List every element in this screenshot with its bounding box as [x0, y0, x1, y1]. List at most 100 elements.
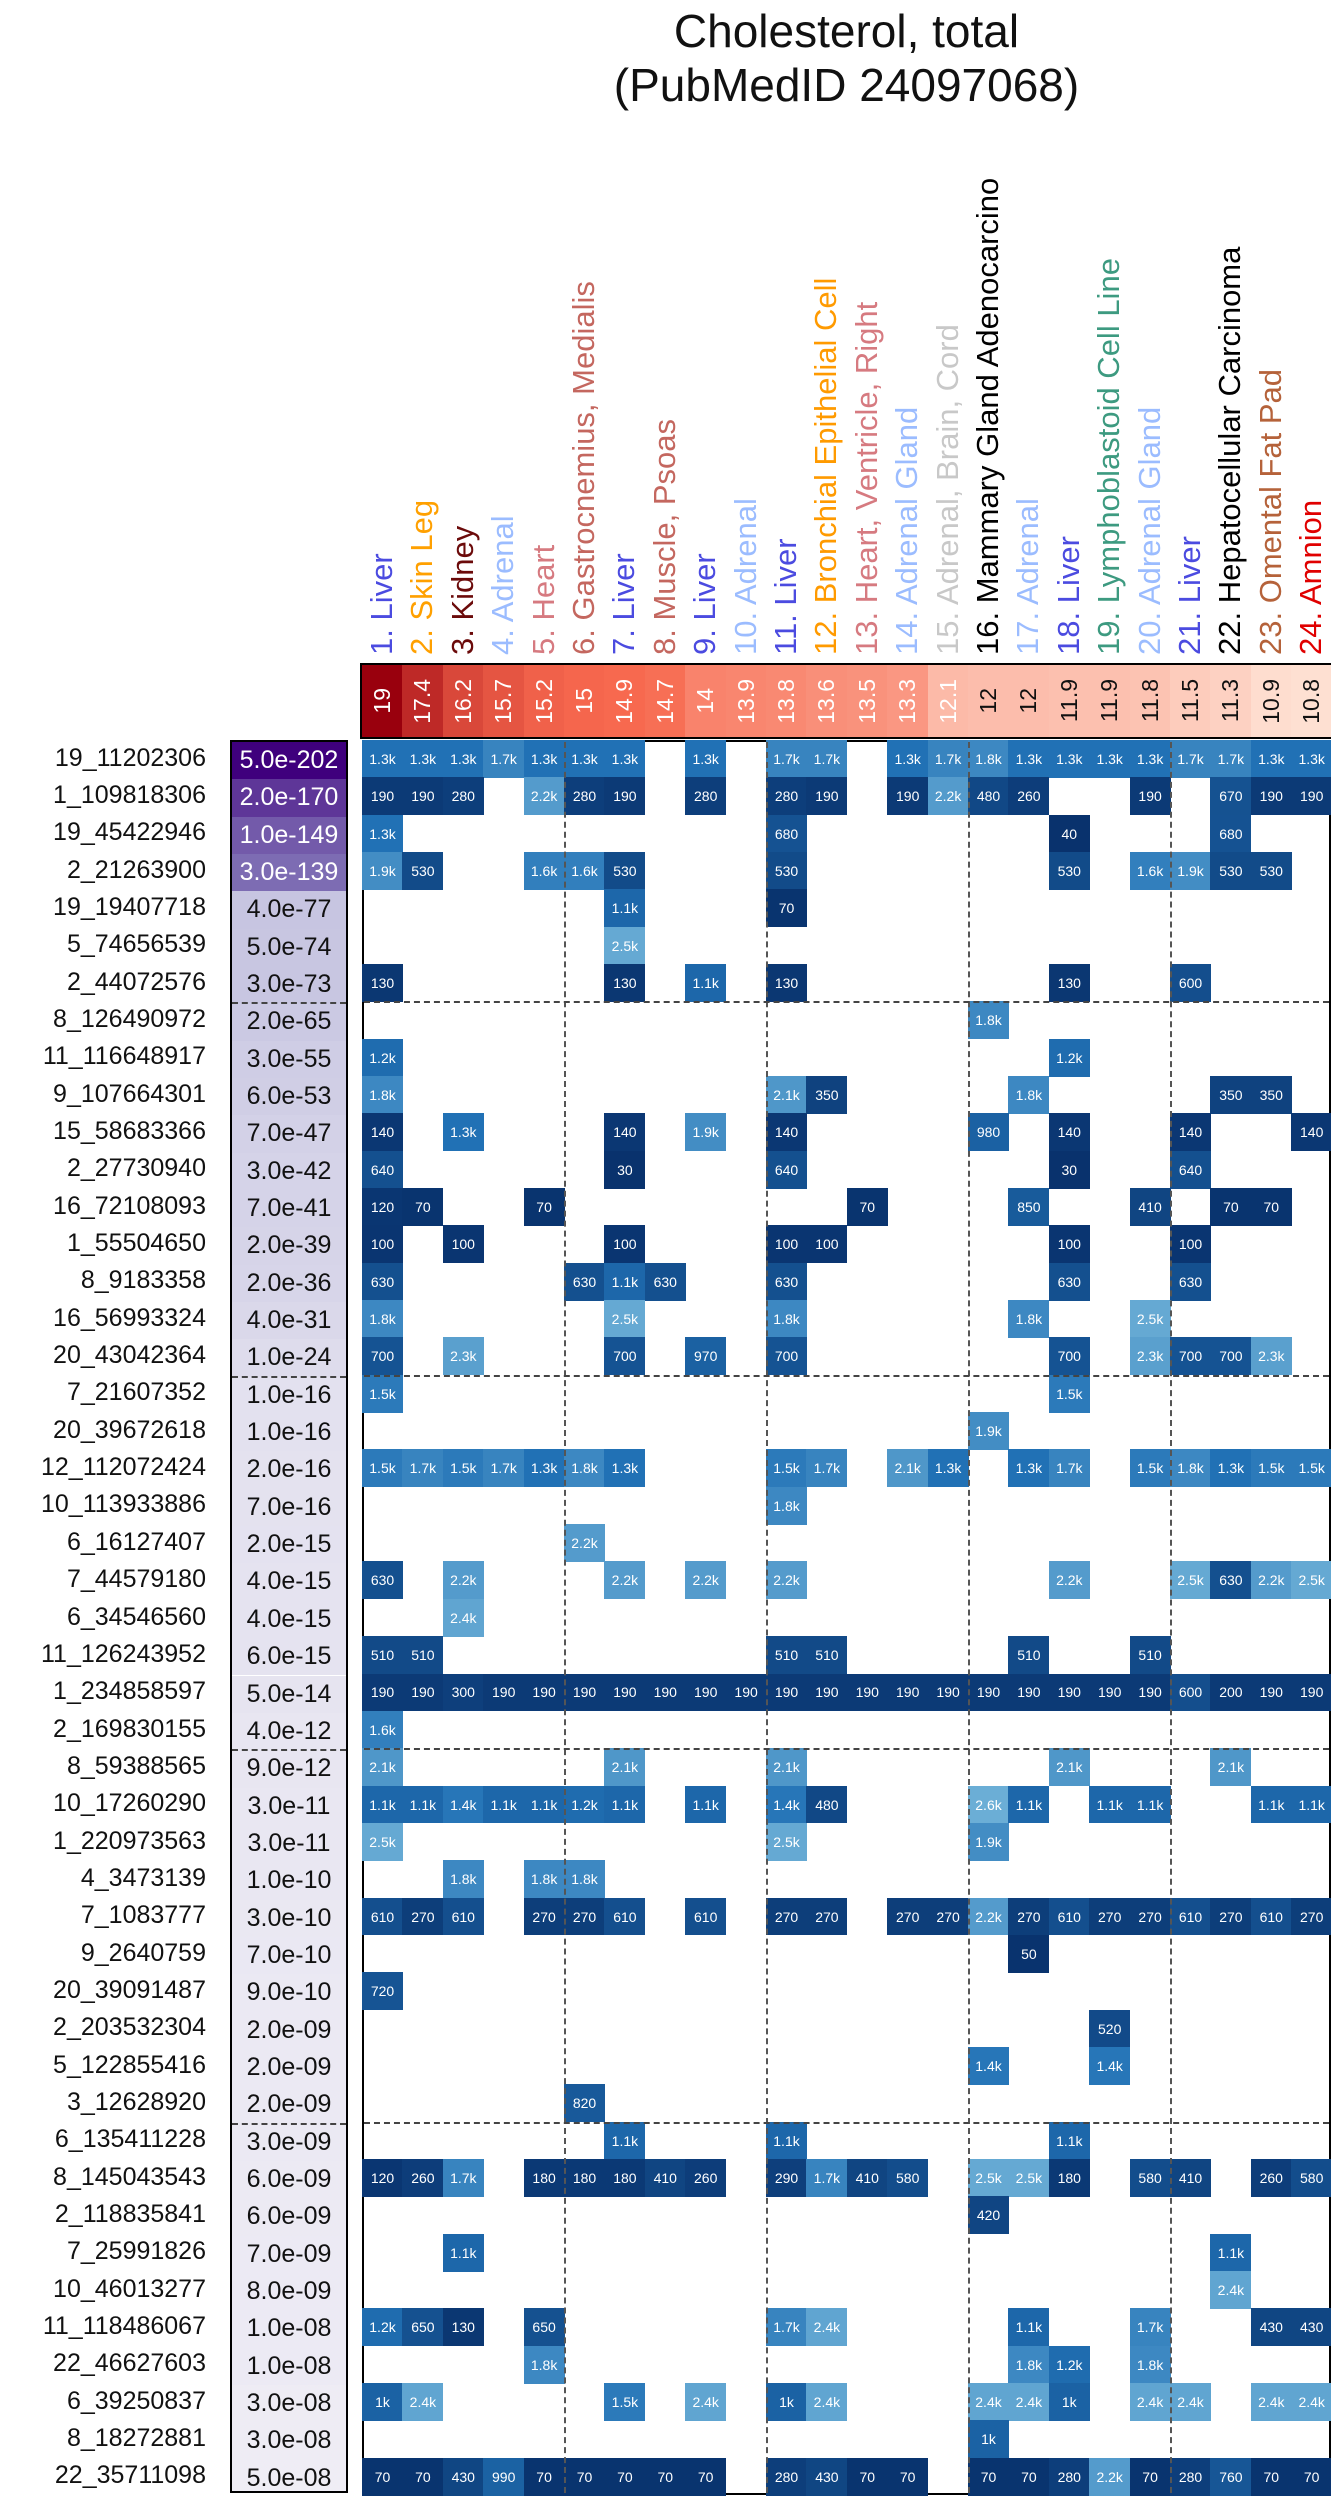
- heatmap-cell: 1.3k: [685, 740, 727, 778]
- score-value: 13.5: [853, 678, 880, 724]
- heatmap-cell: 2.2k: [442, 1561, 484, 1600]
- heatmap-cell: 1.1k: [1250, 1785, 1292, 1824]
- row-label: 19_19407718: [53, 893, 206, 922]
- heatmap-cell: 190: [523, 1673, 565, 1712]
- pvalue-cell: 1.0e-149: [232, 816, 346, 854]
- score-cell: 15: [564, 665, 605, 737]
- heatmap-cell: 530: [1048, 852, 1090, 890]
- row-label: 19_45422946: [53, 818, 206, 847]
- column-label: 21. Liver: [1170, 110, 1210, 655]
- heatmap-cell: 100: [362, 1225, 403, 1264]
- heatmap-cell: 30: [1048, 1150, 1090, 1189]
- heatmap-cell: 180: [604, 2158, 646, 2197]
- row-label: 7_1083777: [80, 1901, 206, 1930]
- heatmap-cell: 2.3k: [1250, 1337, 1292, 1376]
- column-label: 13. Heart, Ventricle, Right: [847, 110, 887, 655]
- heatmap-cell: 1.3k: [887, 740, 929, 778]
- heatmap-cell: 1.8k: [1129, 2345, 1171, 2384]
- heatmap-cell: 1.1k: [1048, 2121, 1090, 2160]
- heatmap-cell: 70: [887, 2457, 929, 2496]
- heatmap-cell: 1.3k: [1210, 1449, 1252, 1488]
- heatmap-cell: 190: [1291, 777, 1331, 816]
- heatmap-cell: 100: [604, 1225, 646, 1264]
- pvalue-cell: 8.0e-09: [232, 2272, 346, 2311]
- heatmap-cell: 280: [564, 777, 605, 816]
- chart-title: Cholesterol, total: [673, 5, 1020, 57]
- column-label: 2. Skin Leg: [402, 110, 442, 655]
- pvalue-cell: 2.0e-15: [232, 1526, 346, 1564]
- heatmap-cell: 1.7k: [402, 1449, 444, 1488]
- heatmap-cell: 2.4k: [806, 2382, 848, 2421]
- heatmap-grid: 1.3k 1.3k 1.3k 1.7k 1.3k 1.3k 1.3k 1.3k 1.7k 1.7k…: [362, 740, 1331, 2496]
- pvalue-cell: 3.0e-10: [232, 1899, 346, 1937]
- heatmap-cell: 700: [1210, 1337, 1252, 1376]
- heatmap-cell: 70: [1250, 1188, 1292, 1227]
- column-group-divider: [1170, 742, 1172, 2493]
- pvalue-cell: 3.0e-55: [232, 1040, 346, 1079]
- heatmap-cell: 1.1k: [362, 1785, 403, 1824]
- heatmap-cell: 680: [1210, 814, 1252, 853]
- heatmap-cell: 1.5k: [362, 1374, 403, 1413]
- pvalue-cell: 3.0e-42: [232, 1152, 346, 1191]
- heatmap-cell: 190: [806, 777, 848, 816]
- heatmap-cell: 1.1k: [1008, 2308, 1050, 2347]
- heatmap-cell: 510: [766, 1636, 807, 1675]
- score-cell: 12: [1008, 665, 1050, 737]
- heatmap-cell: 280: [685, 777, 727, 816]
- heatmap-cell: 70: [604, 2457, 646, 2496]
- score-cell: 10.9: [1250, 665, 1292, 737]
- column-group-divider: [968, 742, 970, 2493]
- heatmap-cell: 30: [604, 1150, 646, 1189]
- column-label: 1. Liver: [362, 110, 402, 655]
- heatmap-cell: 610: [685, 1897, 727, 1936]
- row-label: 2_203532304: [53, 2013, 206, 2042]
- heatmap-cell: 2.5k: [362, 1822, 403, 1861]
- column-label-text: 12. Bronchial Epithelial Cell: [808, 277, 844, 655]
- heatmap-cell: 1k: [766, 2382, 807, 2421]
- pvalue-cell: 7.0e-16: [232, 1488, 346, 1527]
- row-label: 11_126243952: [41, 1639, 206, 1668]
- heatmap-cell: 1.8k: [564, 1860, 605, 1899]
- heatmap-cell: 480: [968, 777, 1009, 816]
- heatmap-cell: 580: [1291, 2158, 1331, 2197]
- column-label-text: 8. Muscle, Psoas: [646, 418, 682, 655]
- heatmap-cell: 1.3k: [1089, 740, 1131, 778]
- heatmap-cell: 2.1k: [766, 1076, 807, 1114]
- heatmap-cell: 990: [483, 2457, 525, 2496]
- column-label-text: 17. Adrenal: [1010, 498, 1046, 655]
- heatmap-cell: 1.3k: [442, 1113, 484, 1152]
- heatmap-cell: 2.2k: [766, 1561, 807, 1600]
- heatmap-cell: 190: [1129, 777, 1171, 816]
- heatmap-cell: 70: [1008, 2457, 1050, 2496]
- heatmap-cell: 2.5k: [1170, 1561, 1211, 1600]
- heatmap-cell: 2.5k: [1129, 1300, 1171, 1339]
- heatmap-cell: 650: [523, 2308, 565, 2347]
- heatmap-cell: 270: [1008, 1897, 1050, 1936]
- heatmap-cell: 350: [1210, 1076, 1252, 1114]
- heatmap-cell: 2.2k: [1089, 2457, 1131, 2496]
- heatmap-cell: 530: [1250, 852, 1292, 890]
- pvalue-cell: 2.0e-09: [232, 2048, 346, 2087]
- pvalue-cell: 3.0e-11: [232, 1787, 346, 1825]
- score-value: 15: [570, 688, 597, 714]
- heatmap-cell: 2.5k: [604, 1300, 646, 1339]
- score-value: 11.9: [1055, 679, 1082, 723]
- heatmap-cell: 1.8k: [968, 1001, 1009, 1040]
- heatmap-cell: 530: [604, 852, 646, 890]
- score-cell: 14.7: [644, 665, 686, 737]
- pvalue-cell: 5.0e-08: [232, 2459, 346, 2491]
- heatmap-cell: 1.1k: [766, 2121, 807, 2160]
- heatmap-cell: 1.7k: [766, 740, 807, 778]
- heatmap-cell: 190: [846, 1673, 888, 1712]
- row-label: 8_9183358: [80, 1266, 206, 1295]
- heatmap-cell: 610: [604, 1897, 646, 1936]
- column-label: 6. Gastrocnemius, Medialis: [564, 110, 604, 655]
- heatmap-cell: 1.6k: [362, 1710, 403, 1749]
- heatmap-cell: 290: [766, 2158, 807, 2197]
- heatmap-cell: 1.4k: [442, 1785, 484, 1824]
- column-label: 18. Liver: [1049, 110, 1089, 655]
- heatmap-cell: 1.5k: [766, 1449, 807, 1488]
- heatmap-cell: 1.1k: [1291, 1785, 1331, 1824]
- heatmap-cell: 1.3k: [362, 814, 403, 853]
- row-label: 7_44579180: [66, 1565, 206, 1594]
